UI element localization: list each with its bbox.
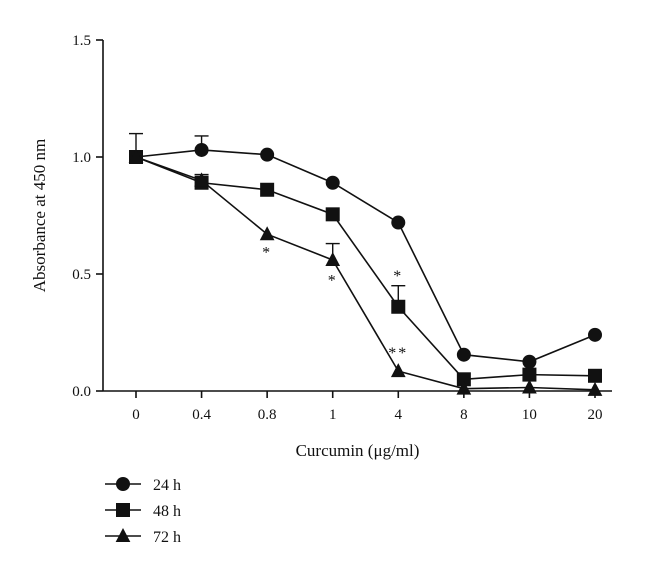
data-point <box>325 175 340 190</box>
legend-label: 24 h <box>153 477 181 494</box>
legend-marker <box>115 528 131 542</box>
y-axis-title: Absorbance at 450 nm <box>30 139 49 292</box>
data-point <box>325 207 340 222</box>
x-tick-label: 20 <box>588 407 603 423</box>
data-point <box>390 363 406 378</box>
series-triangle <box>128 149 603 396</box>
data-point <box>194 172 209 187</box>
data-point <box>587 381 603 396</box>
x-tick-label: 0.8 <box>258 407 277 423</box>
data-point <box>194 142 209 157</box>
significance-marker: ** <box>388 345 408 362</box>
plot-area: ** *** <box>128 132 603 396</box>
legend-marker <box>116 477 130 491</box>
data-point <box>456 372 471 387</box>
data-point <box>325 251 341 266</box>
y-tick-label: 1.5 <box>72 33 91 49</box>
data-point <box>522 367 537 382</box>
data-point <box>260 182 275 197</box>
data-point <box>588 327 602 342</box>
significance-marker: * <box>328 273 338 290</box>
series-line <box>135 156 596 381</box>
x-tick-label: 1 <box>329 407 337 423</box>
legend-label: 72 h <box>153 529 181 546</box>
x-tick-label: 4 <box>395 407 403 423</box>
legend-item: 72 h <box>105 528 181 546</box>
x-tick-label: 8 <box>460 407 468 423</box>
data-point <box>260 147 275 162</box>
legend-item: 48 h <box>105 503 181 520</box>
legend: 24 h 48 h 72 h <box>105 477 181 546</box>
significance-marker: * <box>393 268 403 285</box>
data-point <box>456 347 471 362</box>
data-point <box>128 149 144 163</box>
legend-item: 24 h <box>105 477 181 494</box>
x-axis-title: Curcumin (μg/ml) <box>296 441 420 460</box>
legend-marker <box>116 503 130 517</box>
data-point <box>588 368 602 383</box>
data-point <box>391 299 406 314</box>
y-tick-label: 1.0 <box>72 150 91 166</box>
series-line <box>135 156 596 391</box>
series-circle <box>129 132 602 369</box>
legend-label: 48 h <box>153 503 181 520</box>
data-point <box>259 226 275 241</box>
axes: 0.0 0.5 1.0 1.5 0 0.4 0.8 1 4 8 10 20 Curcumin (μg/m… <box>30 33 612 460</box>
x-tick-label: 10 <box>522 407 537 423</box>
y-tick-label: 0.5 <box>72 267 91 283</box>
data-point <box>522 354 537 369</box>
x-tick-label: 0.4 <box>192 407 211 423</box>
y-tick-label: 0.0 <box>72 384 91 400</box>
x-tick-label: 0 <box>132 407 140 423</box>
significance-marker: * <box>262 245 272 262</box>
series-line <box>135 149 596 363</box>
data-point <box>391 215 406 230</box>
data-point <box>456 380 472 395</box>
data-point <box>522 379 537 394</box>
